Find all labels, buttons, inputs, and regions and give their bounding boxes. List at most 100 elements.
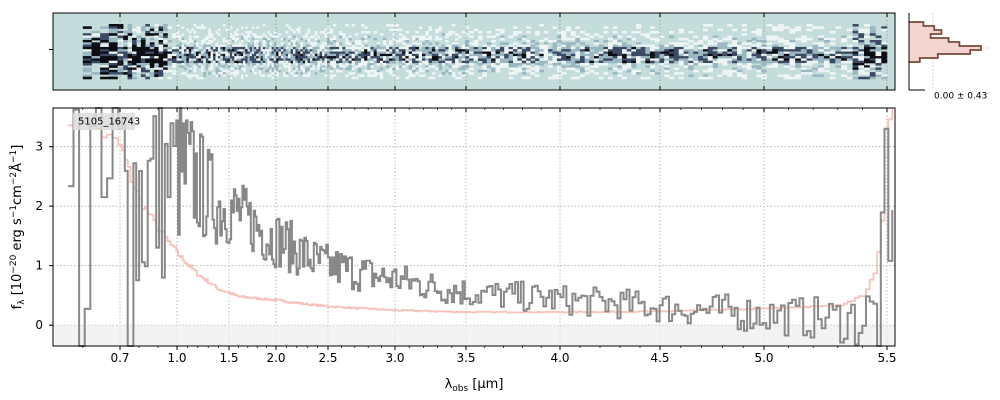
spectrum-2d-pixel	[127, 58, 133, 61]
spectrum-2d-pixel	[448, 58, 453, 61]
spectrum-2d-pixel	[220, 65, 223, 68]
spectrum-2d-pixel	[669, 44, 675, 48]
spectrum-2d-pixel	[645, 58, 651, 61]
spectrum-2d-pixel	[295, 42, 299, 45]
spectrum-2d-pixel	[772, 58, 779, 61]
spectrum-2d-pixel	[425, 51, 429, 55]
spectrum-2d-pixel	[210, 56, 214, 59]
spectrum-2d-pixel	[302, 67, 306, 71]
spectrum-2d-pixel	[280, 53, 284, 57]
spectrum-2d-pixel	[698, 51, 704, 55]
spectrum-2d-pixel	[626, 46, 632, 50]
spectrum-2d-pixel	[220, 56, 223, 59]
spectrum-2d-pixel	[812, 53, 819, 57]
spectrum-2d-pixel	[295, 63, 299, 66]
spectrum-2d-pixel	[382, 63, 387, 66]
spectrum-2d-pixel	[683, 65, 689, 68]
spectrum-2d-pixel	[584, 58, 590, 61]
spectrum-2d-pixel	[741, 53, 747, 57]
spectrum-2d-pixel	[631, 69, 637, 73]
spectrum-2d-pixel	[193, 35, 197, 39]
spectrum-2d-pixel	[636, 69, 641, 73]
spectrum-2d-pixel	[806, 56, 813, 59]
spectrum-2d-pixel	[132, 60, 137, 64]
spectrum-2d-pixel	[846, 76, 853, 80]
spectrum-2d-pixel	[225, 69, 228, 73]
spectrum-2d-pixel	[864, 49, 870, 52]
spectrum-2d-pixel	[215, 49, 219, 52]
spectrum-2d-pixel	[108, 72, 118, 75]
spectrum-2d-pixel	[370, 60, 374, 64]
spectrum-2d-pixel	[683, 37, 689, 41]
spectrum-2d-pixel	[556, 58, 562, 61]
spectrum-2d-pixel	[698, 60, 704, 64]
spectrum-2d-pixel	[508, 49, 514, 52]
spectrum-2d-pixel	[203, 46, 206, 50]
spectrum-2d-pixel	[469, 49, 474, 52]
spectrum-2d-pixel	[136, 28, 142, 32]
spectrum-2d-pixel	[617, 51, 623, 55]
spectrum-2d-pixel	[373, 74, 377, 77]
spectrum-2d-pixel	[132, 35, 137, 39]
spectrum-2d-pixel	[392, 53, 396, 57]
spectrum-2d-pixel	[324, 74, 328, 77]
spectrum-2d-pixel	[659, 53, 665, 57]
spectrum-2d-pixel	[260, 46, 264, 50]
spectrum-2d-pixel	[425, 40, 429, 43]
spectrum-2d-pixel	[869, 76, 876, 80]
spectrum-2d-pixel	[584, 67, 590, 71]
spectrum-2d-pixel	[451, 44, 456, 48]
spectrum-2d-pixel	[238, 58, 242, 61]
spectrum-2d-pixel	[422, 35, 426, 39]
spectrum-2d-pixel	[441, 63, 446, 66]
spectrum-2d-pixel	[415, 51, 419, 55]
spectrum-2d-pixel	[132, 67, 137, 71]
spectrum-2d-pixel	[543, 42, 549, 45]
spectrum-2d-pixel	[846, 49, 853, 52]
spectrum-2d-pixel	[761, 74, 767, 77]
spectrum-2d-pixel	[336, 58, 340, 61]
spectrum-2d-pixel	[594, 65, 599, 68]
spectrum-2d-pixel	[329, 53, 334, 57]
spectrum-2d-pixel	[324, 60, 328, 64]
spectrum-2d-pixel	[543, 51, 549, 55]
spectrum-2d-pixel	[746, 53, 752, 57]
spectrum-2d-pixel	[806, 46, 813, 50]
spectrum-2d-pixel	[818, 51, 825, 55]
spectrum-2d-pixel	[612, 46, 618, 50]
spectrum-2d-pixel	[256, 51, 259, 55]
spectrum-2d-pixel	[108, 56, 118, 59]
spectrum-2d-pixel	[521, 49, 527, 52]
spectrum-2d-pixel	[117, 53, 124, 57]
spectrum-2d-pixel	[314, 72, 318, 75]
spectrum-2d-pixel	[307, 63, 311, 66]
spectrum-2d-pixel	[179, 49, 182, 52]
spectrum-2d-pixel	[82, 51, 92, 55]
spectrum-2d-pixel	[698, 46, 704, 50]
spectrum-2d-pixel	[364, 30, 368, 34]
spectrum-2d-pixel	[327, 53, 331, 57]
spectrum-2d-pixel	[123, 72, 128, 75]
spectrum-2d-pixel	[428, 26, 433, 29]
spectrum-2d-pixel	[852, 65, 859, 68]
spectrum-2d-pixel	[575, 37, 581, 41]
spectrum-2d-pixel	[477, 51, 483, 55]
spectrum-2d-pixel	[526, 65, 531, 68]
spectrum-2d-pixel	[722, 42, 728, 45]
spectrum-2d-pixel	[167, 76, 173, 80]
spectrum-2d-pixel	[179, 53, 182, 57]
spectrum-2d-pixel	[451, 56, 456, 59]
spectrum-2d-pixel	[455, 33, 459, 36]
spectrum-2d-pixel	[251, 26, 255, 29]
spectrum-2d-pixel	[499, 60, 505, 64]
spectrum-2d-pixel	[402, 51, 406, 55]
spectrum-2d-pixel	[473, 44, 479, 48]
spectrum-2d-pixel	[486, 35, 492, 39]
spectrum-2d-pixel	[438, 56, 443, 59]
spectrum-2d-pixel	[283, 74, 286, 77]
spectrum-2d-pixel	[382, 51, 387, 55]
spectrum-2d-pixel	[746, 56, 752, 59]
spectrum-2d-pixel	[132, 44, 137, 48]
spectrum-2d-pixel	[317, 35, 320, 39]
